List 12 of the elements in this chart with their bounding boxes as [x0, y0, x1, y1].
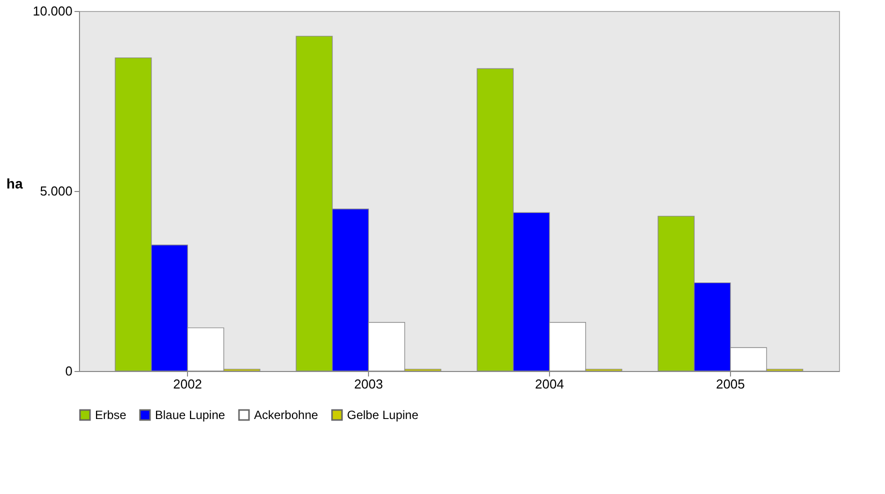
x-tick-label: 2003: [354, 376, 383, 392]
y-tick-label: 5.000: [40, 184, 72, 198]
legend-label: Blaue Lupine: [155, 408, 226, 422]
legend-label: Gelbe Lupine: [347, 408, 419, 422]
legend-label: Ackerbohne: [254, 408, 318, 422]
x-tick-label: 2004: [535, 376, 564, 392]
y-tick-label: 10.000: [32, 4, 72, 18]
x-tick-label: 2005: [716, 376, 745, 392]
y-tick-label: 0: [65, 364, 72, 378]
y-axis-title: ha: [6, 176, 23, 192]
legend-label: Erbse: [95, 408, 127, 422]
x-tick-label: 2002: [173, 376, 202, 392]
